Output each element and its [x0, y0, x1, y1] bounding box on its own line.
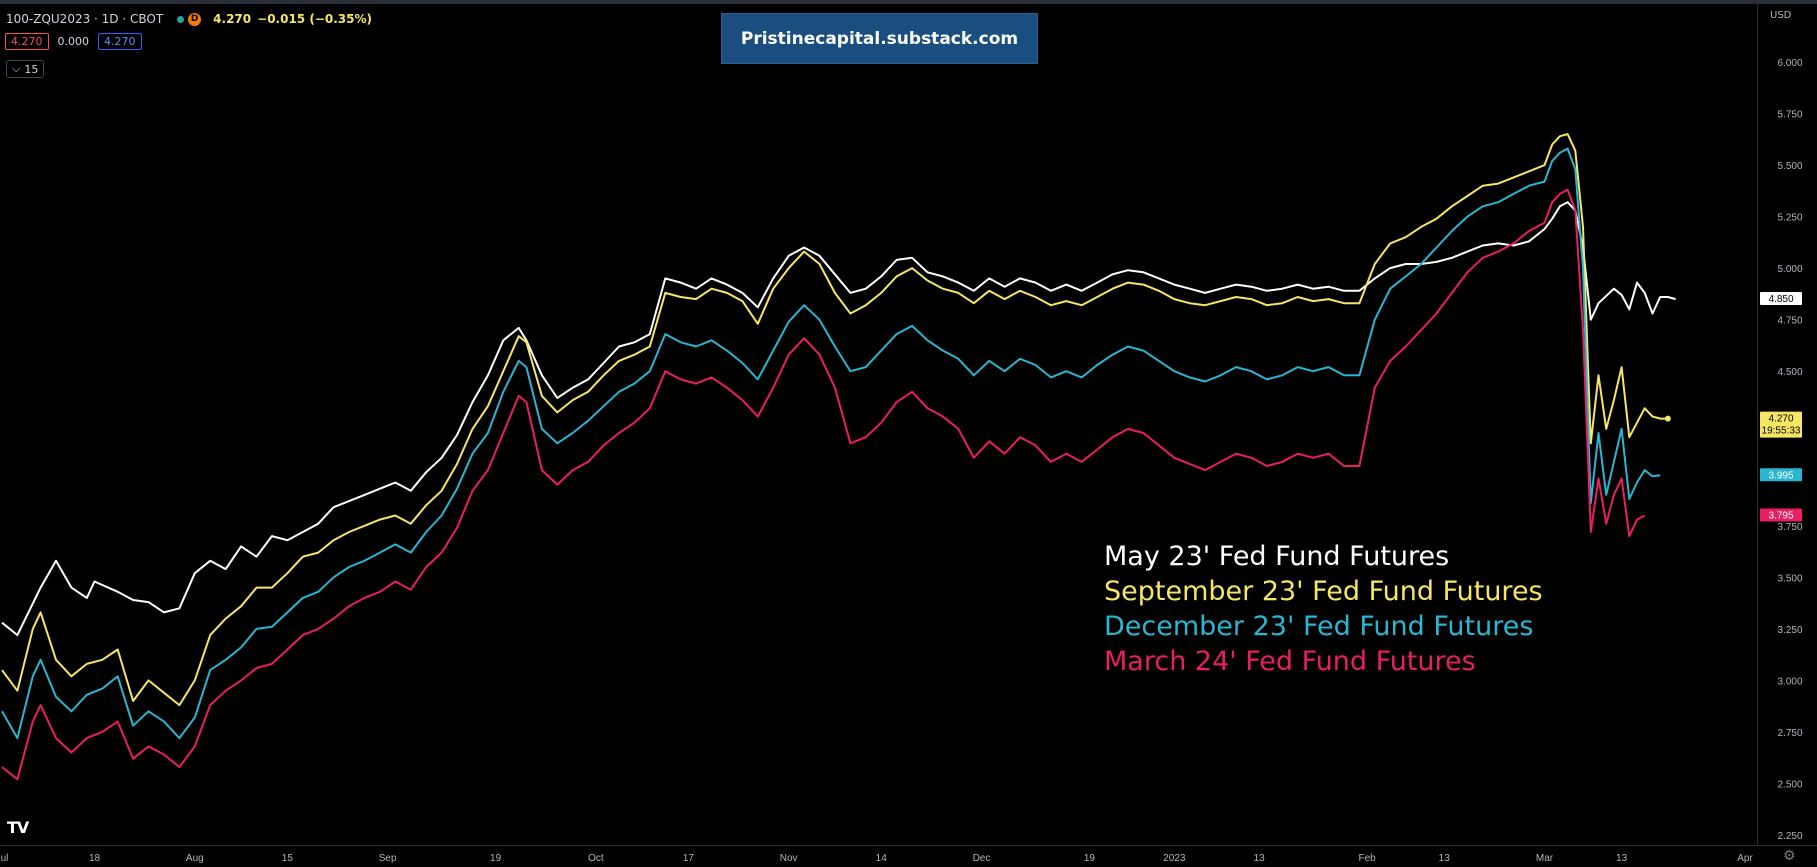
x-tick-label: 15 — [282, 853, 294, 864]
sell-button[interactable]: 4.270 — [5, 33, 49, 50]
may-series-line[interactable] — [1, 201, 1676, 637]
chart-legend: May 23' Fed Fund Futures September 23' F… — [1104, 539, 1543, 679]
last-price: 4.270 — [213, 12, 252, 26]
spread-value: 0.000 — [57, 35, 90, 48]
y-tick-label: 5.000 — [1777, 264, 1802, 275]
x-tick-label: 13 — [1616, 853, 1628, 864]
svg-text:4.270: 4.270 — [1768, 414, 1793, 425]
x-tick-label: Aug — [186, 853, 204, 864]
watermark-banner: Pristinecapital.substack.com — [721, 13, 1038, 64]
x-tick-label: Apr — [1737, 853, 1753, 864]
svg-text:4.850: 4.850 — [1768, 294, 1793, 305]
x-tick-label: Jul — [0, 853, 8, 864]
svg-text:3.795: 3.795 — [1768, 510, 1793, 521]
series-layer — [1, 133, 1676, 781]
y-tick-label: 3.000 — [1777, 676, 1802, 687]
legend-may: May 23' Fed Fund Futures — [1104, 541, 1450, 572]
x-tick-label: 13 — [1254, 853, 1266, 864]
y-tick-label: 2.750 — [1777, 728, 1802, 739]
x-tick-label: Mar — [1536, 853, 1554, 864]
x-axis: Jul 18 Aug 15 Sep 19 Oct 17 Nov 14 Dec 19 2023 13 Feb 1… — [0, 853, 1753, 864]
chevron-down-icon: ⌵ — [12, 62, 21, 75]
x-tick-label: 13 — [1439, 853, 1451, 864]
dec-series-line[interactable] — [1, 147, 1661, 740]
symbol-header: 100-ZQU2023 · 1D · CBOT D 4.270 −0.015 (… — [0, 9, 372, 29]
y-tick-label: 5.500 — [1777, 161, 1802, 172]
may-price-badge: 4.850 — [1760, 292, 1802, 306]
y-tick-label: 2.250 — [1777, 831, 1802, 842]
indicator-count: 15 — [24, 62, 39, 76]
time-axis-separator — [0, 845, 1817, 846]
x-tick-label: Feb — [1358, 853, 1376, 864]
x-tick-label: Sep — [379, 853, 397, 864]
svg-text:19:55:33: 19:55:33 — [1762, 426, 1801, 437]
bid-ask-row: 4.270 0.000 4.270 — [5, 33, 142, 50]
y-axis: 6.0005.7505.5005.2505.0004.7504.5004.250… — [1777, 58, 1802, 842]
x-tick-label: Dec — [973, 853, 991, 864]
buy-button[interactable]: 4.270 — [98, 33, 142, 50]
legend-mar: March 24' Fed Fund Futures — [1104, 646, 1476, 677]
top-border — [0, 0, 1817, 4]
mar-series-line[interactable] — [1, 188, 1646, 781]
svg-text:3.995: 3.995 — [1768, 470, 1793, 481]
currency-label[interactable]: USD — [1770, 10, 1792, 21]
price-axis-separator — [1757, 0, 1758, 845]
y-tick-label: 4.500 — [1777, 367, 1802, 378]
market-open-icon — [177, 15, 185, 23]
x-tick-label: 18 — [89, 853, 101, 864]
y-tick-label: 3.250 — [1777, 625, 1802, 636]
x-tick-label: 2023 — [1163, 853, 1186, 864]
price-change: −0.015 (−0.35%) — [257, 12, 372, 26]
dec-price-badge: 3.995 — [1760, 468, 1802, 482]
y-tick-label: 2.500 — [1777, 779, 1802, 790]
x-tick-label: 19 — [490, 853, 502, 864]
legend-sep: September 23' Fed Fund Futures — [1104, 576, 1543, 607]
y-tick-label: 4.750 — [1777, 316, 1802, 327]
symbol-title[interactable]: 100-ZQU2023 · 1D · CBOT — [6, 12, 164, 26]
sep-last-point — [1664, 415, 1671, 422]
y-tick-label: 5.250 — [1777, 213, 1802, 224]
y-tick-label: 3.500 — [1777, 573, 1802, 584]
x-tick-label: 19 — [1084, 853, 1096, 864]
y-tick-label: 5.750 — [1777, 110, 1802, 121]
legend-dec: December 23' Fed Fund Futures — [1104, 611, 1534, 642]
indicators-toggle[interactable]: ⌵ 15 — [6, 60, 45, 78]
tradingview-logo[interactable]: TV — [7, 818, 29, 837]
gear-icon[interactable]: ⚙ — [1783, 848, 1796, 864]
mar-price-badge: 3.795 — [1760, 508, 1802, 522]
x-tick-label: 14 — [876, 853, 888, 864]
y-tick-label: 6.000 — [1777, 58, 1802, 69]
sep-series-line[interactable] — [1, 133, 1668, 707]
x-tick-label: Nov — [780, 853, 798, 864]
delayed-data-icon[interactable]: D — [188, 12, 202, 26]
x-tick-label: 17 — [683, 853, 695, 864]
y-tick-label: 3.750 — [1777, 522, 1802, 533]
x-tick-label: Oct — [588, 853, 604, 864]
